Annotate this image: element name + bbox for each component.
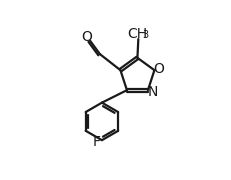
Text: O: O xyxy=(81,30,92,44)
Text: O: O xyxy=(152,62,163,76)
Text: 3: 3 xyxy=(142,30,148,40)
Text: F: F xyxy=(92,135,100,149)
Text: N: N xyxy=(147,85,157,99)
Text: CH: CH xyxy=(127,27,147,41)
